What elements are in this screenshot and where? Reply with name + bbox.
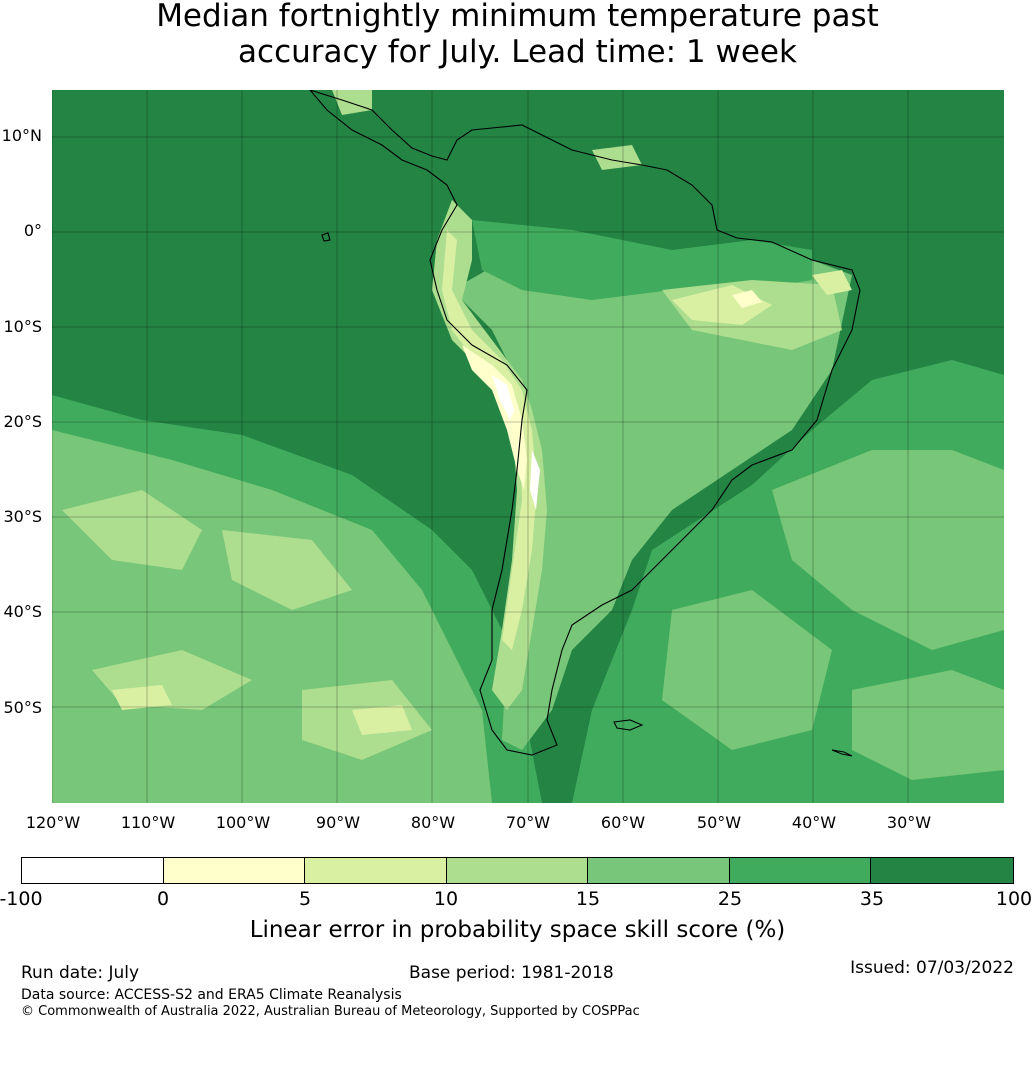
colorbar-tick: -100: [0, 888, 43, 910]
colorbar-tick: 5: [298, 888, 312, 910]
venezuela-light-patch: [592, 145, 642, 170]
lon-label-60w: 60°W: [600, 813, 646, 832]
colorbar-label: Linear error in probability space skill …: [249, 917, 786, 943]
galapagos-islands: [321, 232, 331, 242]
south-georgia-island: [831, 749, 853, 757]
colorbar-segment: [871, 858, 1013, 883]
caribbean-light-patch: [332, 90, 372, 115]
colorbar-segment: [305, 858, 447, 883]
lat-label-40s: 40°S: [3, 602, 42, 621]
lon-label-90w: 90°W: [315, 813, 361, 832]
south-pacific-lighter-patch: [222, 530, 352, 610]
run-date: Run date: July: [21, 963, 140, 983]
south-america-interior: [452, 250, 852, 750]
colorbar-tick: 15: [575, 888, 601, 910]
colorbar-tick: 10: [433, 888, 459, 910]
lat-label-50s: 50°S: [3, 698, 42, 717]
amazon-medium-zone: [472, 220, 812, 300]
colorbar-segment: [446, 858, 589, 883]
south-pacific-yellow-patch: [352, 705, 412, 735]
issued-date: Issued: 07/03/2022: [850, 958, 1014, 978]
colorbar-tick: 25: [717, 888, 743, 910]
lat-label-10s: 10°S: [3, 317, 42, 336]
colorbar-tick: 100: [995, 888, 1033, 910]
south-atlantic-light-zone: [772, 450, 1004, 650]
skill-score-map: [52, 90, 1004, 803]
south-pacific-yellow-patch: [112, 685, 172, 710]
andes-white-core: [492, 375, 514, 420]
graticule: [52, 90, 1004, 803]
colorbar-segment: [163, 858, 306, 883]
lon-label-50w: 50°W: [696, 813, 742, 832]
colorbar-tick: 0: [156, 888, 170, 910]
colorbar: [21, 857, 1014, 884]
brazil-yellow-patch: [812, 270, 852, 295]
colorbar-tick: 35: [859, 888, 885, 910]
andes-yellow-band: [442, 230, 537, 650]
map-title-line-1: Median fortnightly minimum temperature p…: [156, 0, 879, 34]
lon-label-80w: 80°W: [410, 813, 456, 832]
lon-label-70w: 70°W: [505, 813, 551, 832]
lat-label-30s: 30°S: [3, 507, 42, 526]
data-source: Data source: ACCESS-S2 and ERA5 Climate …: [21, 987, 402, 1003]
map-title-line-2: accuracy for July. Lead time: 1 week: [238, 34, 797, 70]
lon-label-30w: 30°W: [886, 813, 932, 832]
copyright: © Commonwealth of Australia 2022, Austra…: [21, 1004, 640, 1019]
colorbar-segment: [588, 858, 730, 883]
lat-label-10n: 10°N: [1, 126, 42, 145]
lat-label-0: 0°: [23, 221, 42, 240]
lat-label-20s: 20°S: [3, 412, 42, 431]
lon-label-120w: 120°W: [25, 813, 81, 832]
lon-label-110w: 110°W: [120, 813, 176, 832]
south-atlantic-light-zone: [852, 670, 1004, 780]
andes-white-core: [530, 450, 540, 510]
andes-pale-core: [462, 345, 527, 490]
base-period: Base period: 1981-2018: [409, 963, 614, 983]
lon-label-100w: 100°W: [215, 813, 271, 832]
south-atlantic-light-zone: [662, 590, 832, 750]
colorbar-segment: [22, 858, 164, 883]
brazil-yellow-patch: [732, 290, 762, 308]
south-pacific-lighter-patch: [62, 490, 202, 570]
falkland-islands: [613, 719, 644, 731]
south-america-coastline: [309, 90, 861, 756]
lon-label-40w: 40°W: [791, 813, 837, 832]
colorbar-segment: [729, 858, 872, 883]
